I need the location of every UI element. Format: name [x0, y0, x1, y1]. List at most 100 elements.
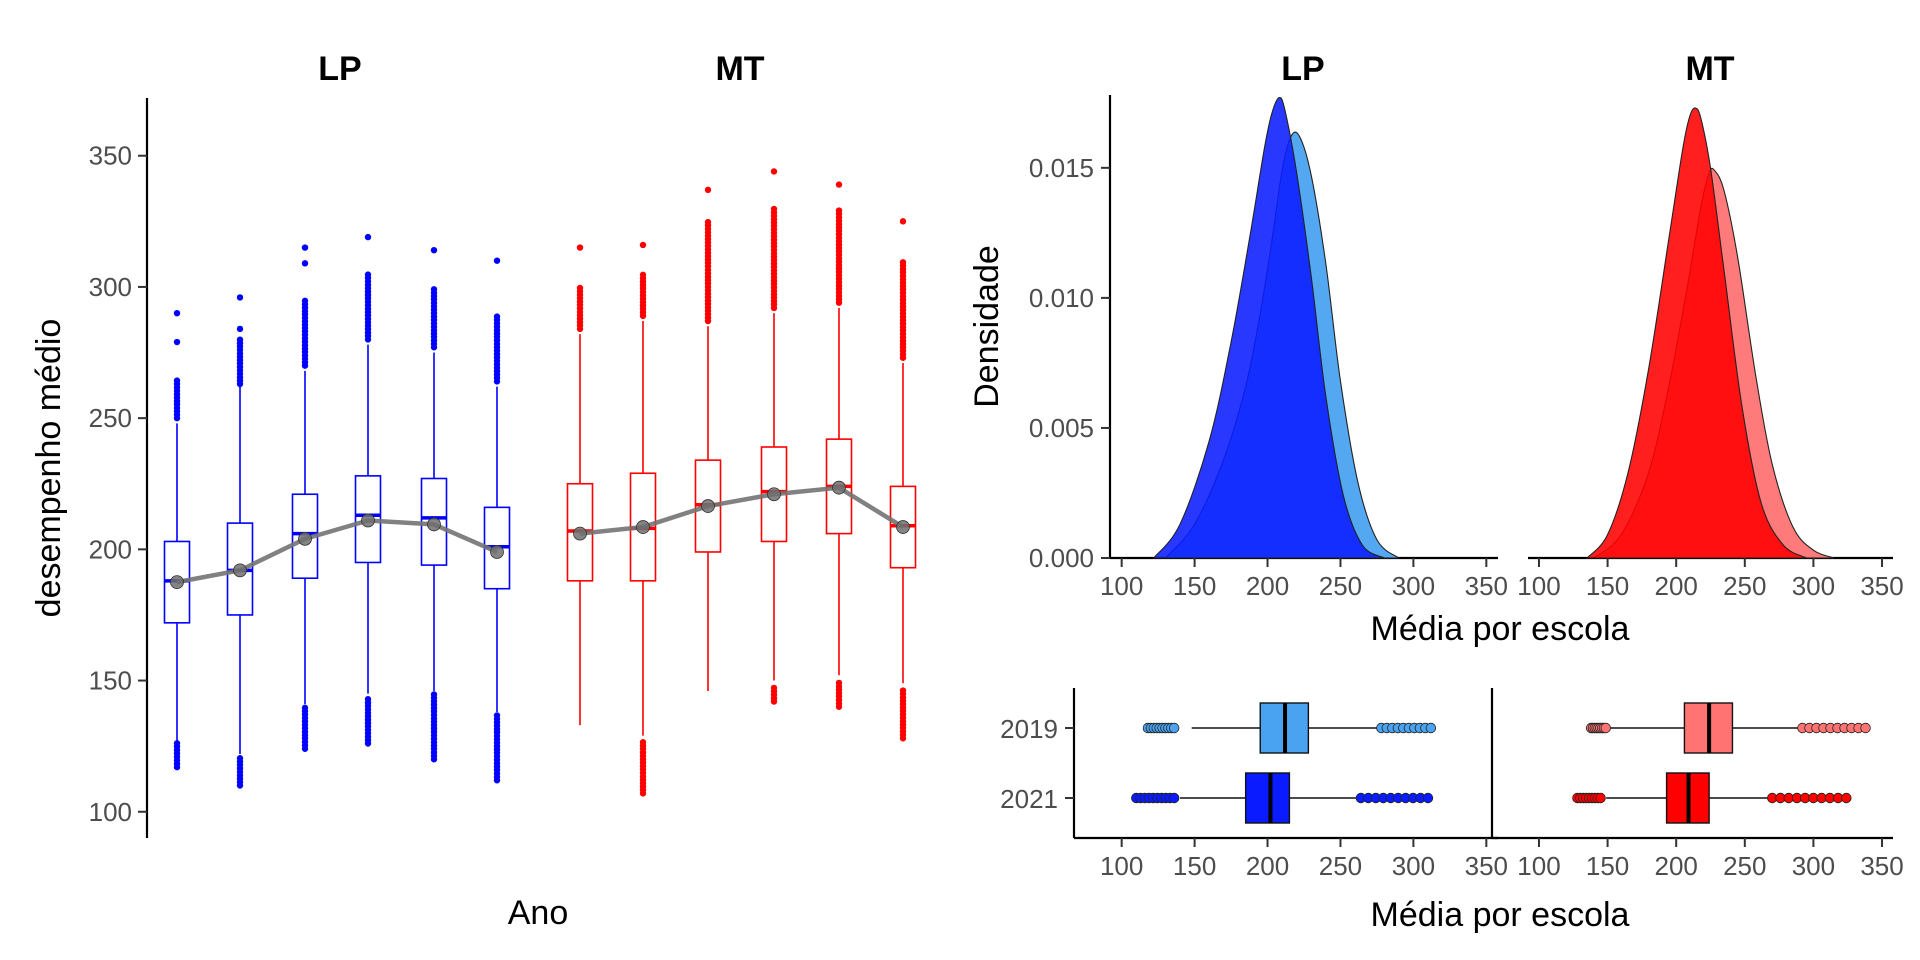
x-tick-label: 250	[1319, 571, 1362, 601]
x-tick-label: 100	[1517, 851, 1560, 881]
x-tick-label: 350	[1465, 571, 1508, 601]
mean-point	[233, 563, 247, 578]
mean-point	[767, 487, 781, 502]
x-tick-label: 350	[1860, 851, 1903, 881]
mean-point	[298, 531, 312, 546]
y-tick-label: 0.000	[1029, 543, 1094, 573]
y-tick-label: 200	[89, 534, 132, 564]
outlier-point	[899, 687, 907, 694]
outlier-point	[639, 241, 647, 249]
x-tick-label: 250	[1723, 851, 1766, 881]
x-tick-label: 350	[1465, 851, 1508, 881]
x-tick-label: 100	[1517, 571, 1560, 601]
x-tick-label: 150	[1173, 851, 1216, 881]
x-axis-title: Média por escola	[1371, 896, 1630, 934]
outlier-point	[301, 297, 309, 305]
outlier-point	[770, 205, 778, 213]
outlier-point	[301, 244, 309, 251]
outlier-point	[173, 338, 181, 346]
outlier-point	[430, 286, 438, 293]
x-tick-label: 200	[1655, 851, 1698, 881]
y-tick-label: 0.015	[1029, 153, 1094, 183]
outlier-point	[1860, 722, 1871, 734]
x-tick-label: 250	[1319, 851, 1362, 881]
mean-point	[701, 499, 715, 513]
outlier-point	[301, 260, 309, 267]
mean-point	[170, 575, 184, 590]
x-tick-label: 150	[1173, 571, 1216, 601]
mean-point	[490, 545, 504, 559]
outlier-point	[364, 271, 372, 278]
outlier-point	[770, 684, 778, 692]
outlier-point	[236, 336, 244, 343]
outlier-point	[364, 233, 372, 241]
y-tick-label: 2019	[1000, 714, 1058, 744]
outlier-point	[173, 377, 181, 384]
y-tick-label: 100	[89, 797, 132, 827]
outlier-point	[576, 284, 584, 292]
mean-trend-line	[176, 518, 498, 585]
outlier-point	[835, 679, 843, 687]
outlier-point	[899, 218, 907, 225]
mean-point	[896, 520, 910, 534]
panel-title: LP	[1281, 50, 1324, 88]
mean-point	[832, 480, 846, 495]
outlier-point	[1425, 722, 1437, 734]
outlier-point	[301, 704, 309, 712]
density-area	[1152, 96, 1387, 559]
y-tick-label: 350	[89, 141, 132, 171]
outlier-point	[576, 244, 584, 251]
x-tick-label: 300	[1392, 571, 1435, 601]
y-tick-label: 2021	[1000, 784, 1058, 814]
x-tick-label: 200	[1246, 571, 1289, 601]
y-tick-label: 0.010	[1029, 283, 1094, 313]
density-area	[1585, 107, 1809, 559]
outlier-point	[899, 259, 907, 266]
x-tick-label: 150	[1586, 571, 1629, 601]
outlier-point	[1422, 792, 1434, 804]
outlier-point	[173, 740, 181, 747]
outlier-point	[704, 186, 712, 194]
horizontal-boxplot-panel-group: 2019 2021 100 150 200 250 300 350 100 150 200 250 30…	[1000, 688, 1904, 934]
mean-trend-line	[579, 485, 905, 536]
x-tick-label: 300	[1792, 571, 1835, 601]
outlier-point	[173, 309, 181, 317]
outlier-point	[430, 691, 438, 698]
mean-point	[573, 526, 587, 541]
box	[1244, 772, 1291, 824]
outlier-point	[493, 313, 501, 320]
density-panel-group: LP 100 150 200 250 300 350 MT 100 150 200 250 300 350…	[968, 50, 1904, 648]
outlier-point	[835, 207, 843, 214]
outlier-point	[1168, 792, 1180, 804]
x-tick-label: 100	[1100, 851, 1143, 881]
outlier-point	[493, 712, 501, 719]
x-tick-label: 250	[1723, 571, 1766, 601]
outlier-point	[1600, 722, 1611, 734]
y-axis-title: desempenho médio	[30, 319, 68, 618]
x-tick-label: 300	[1792, 851, 1835, 881]
outlier-point	[236, 294, 244, 301]
y-tick-label: 150	[89, 666, 132, 696]
outlier-point	[639, 271, 647, 279]
boxplot-panel-group: 100 150 200 250 300 350 desempenho médio Ano LP M…	[30, 50, 917, 932]
y-tick-label: 250	[89, 403, 132, 433]
panel-title: MT	[715, 50, 764, 88]
outlier-point	[835, 181, 843, 188]
outlier-point	[1168, 722, 1180, 734]
x-axis-title: Ano	[508, 894, 569, 932]
outlier-point	[639, 739, 647, 746]
y-tick-label: 0.005	[1029, 413, 1094, 443]
outlier-point	[1841, 792, 1852, 804]
mean-point	[636, 520, 650, 534]
outlier-point	[236, 325, 244, 333]
x-tick-label: 200	[1246, 851, 1289, 881]
x-tick-label: 300	[1392, 851, 1435, 881]
mean-point	[361, 513, 375, 528]
outlier-point	[364, 695, 372, 703]
panel-title: LP	[318, 50, 361, 88]
outlier-point	[1595, 792, 1606, 804]
outlier-point	[704, 218, 712, 226]
x-tick-label: 200	[1655, 571, 1698, 601]
outlier-point	[430, 246, 438, 254]
